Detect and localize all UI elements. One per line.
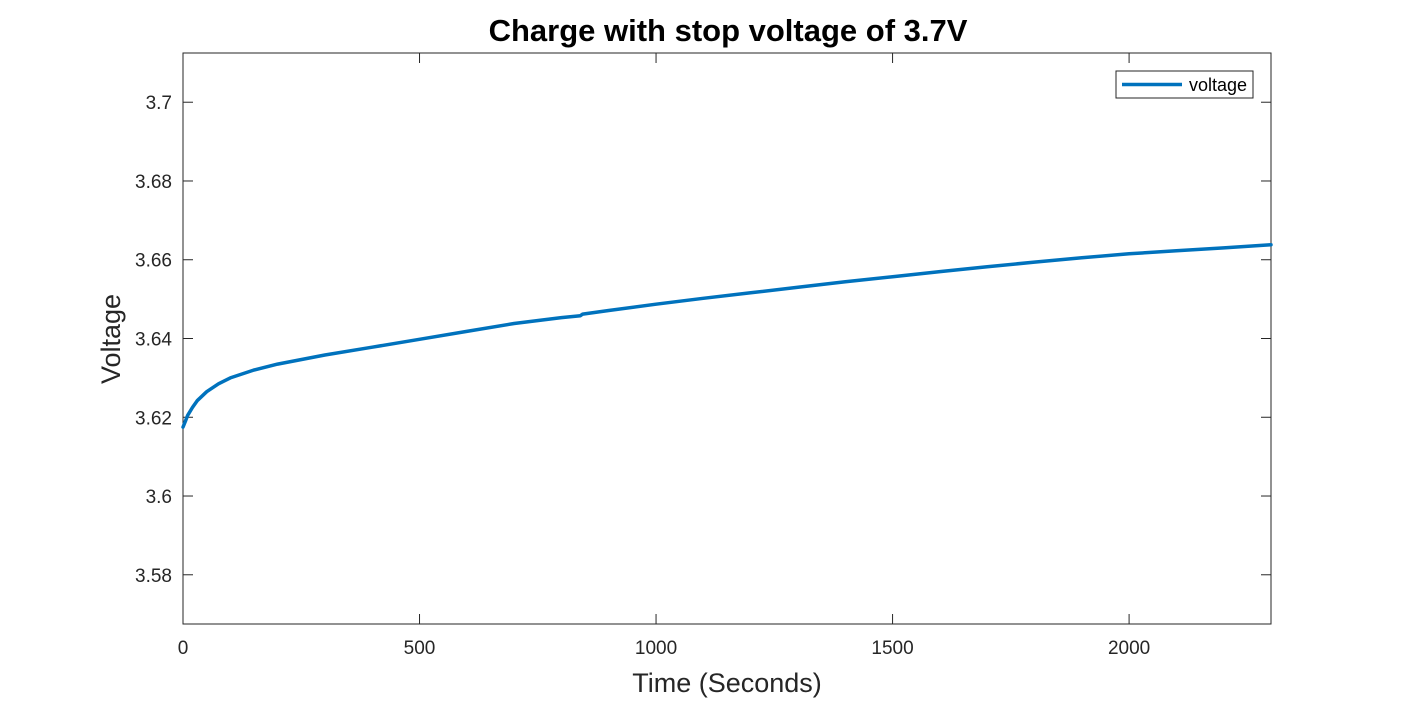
y-tick-label: 3.7	[146, 93, 172, 114]
x-tick-label: 1000	[635, 638, 677, 659]
y-tick-label: 3.6	[146, 487, 172, 508]
x-axis-title: Time (Seconds)	[632, 668, 822, 698]
legend: voltage	[1115, 70, 1254, 99]
x-tick-label: 0	[178, 638, 189, 659]
x-tick-label: 2000	[1108, 638, 1150, 659]
y-tick-label: 3.64	[135, 330, 172, 351]
plot-area	[182, 52, 1272, 625]
chart-title: Charge with stop voltage of 3.7V	[489, 13, 968, 48]
y-tick-label: 3.68	[135, 172, 172, 193]
y-axis-title: Voltage	[96, 294, 126, 384]
x-tick-label: 500	[404, 638, 436, 659]
legend-box	[1115, 70, 1254, 99]
y-tick-label: 3.58	[135, 566, 172, 587]
axis-ticks: 0 500 1000 1500 2000 3.58 3.6 3.62 3.64 3.66 3.68 3…	[135, 53, 1271, 659]
y-tick-label: 3.66	[135, 251, 172, 272]
series-group	[181, 243, 1273, 429]
x-tick-label: 1500	[871, 638, 913, 659]
series-line-voltage	[181, 243, 1273, 429]
legend-label-voltage: voltage	[1189, 75, 1247, 95]
y-tick-label: 3.62	[135, 408, 172, 429]
